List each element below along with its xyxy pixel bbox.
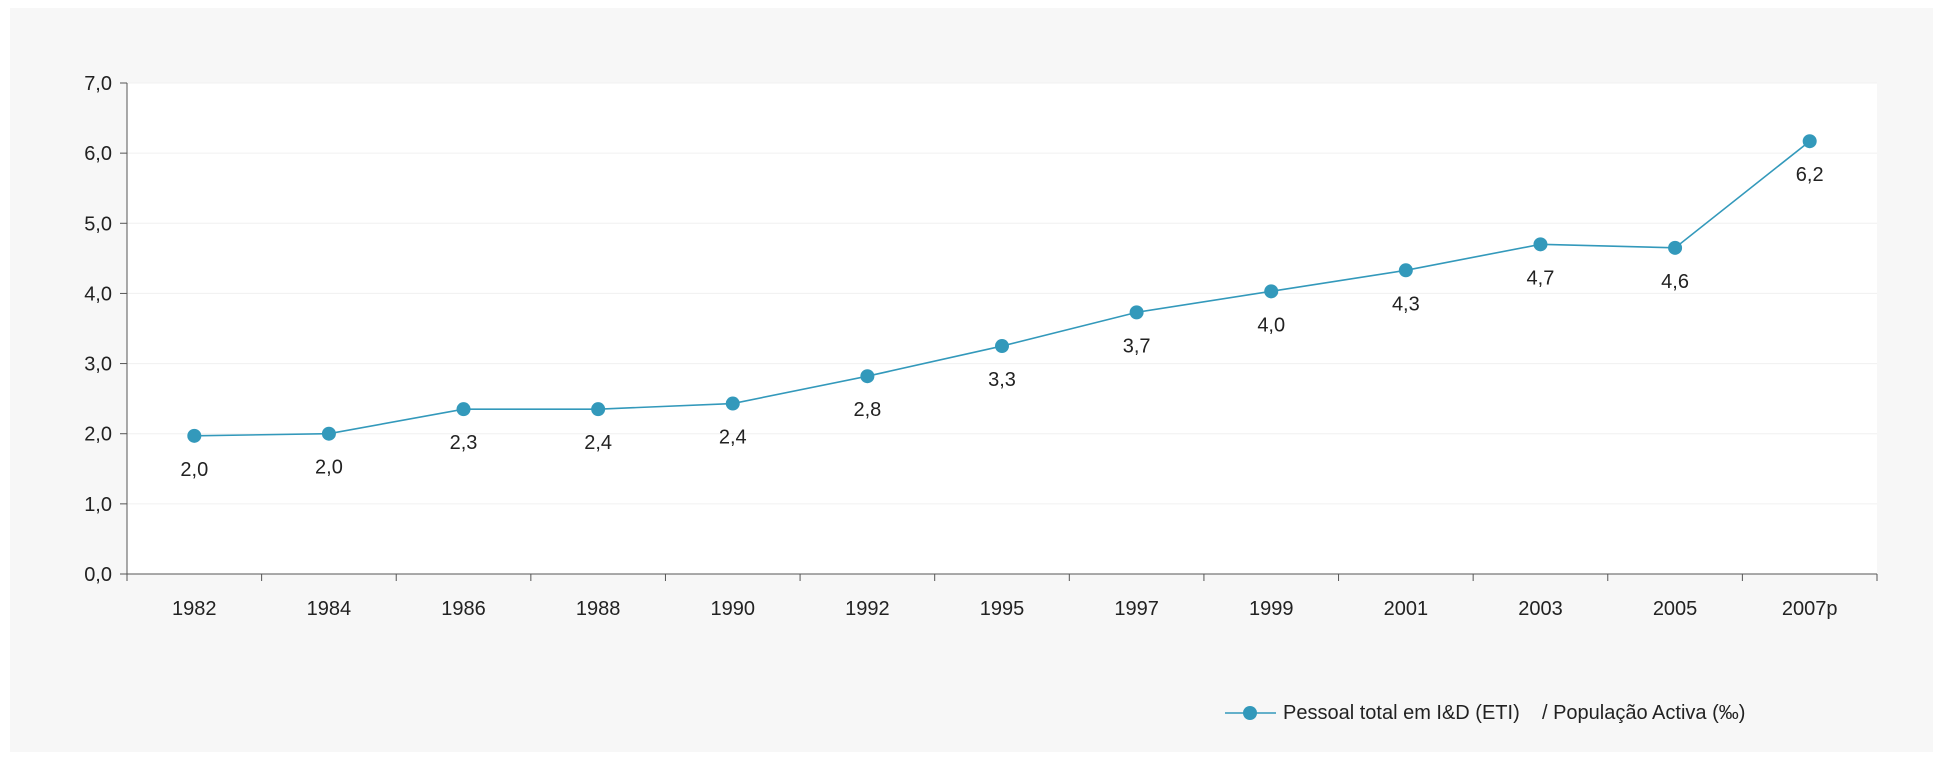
data-label: 4,3 (1392, 293, 1420, 315)
x-tick-label: 2001 (1384, 598, 1429, 620)
data-label: 2,4 (584, 432, 612, 454)
plot-area (127, 83, 1877, 574)
x-tick-label: 1992 (845, 598, 890, 620)
y-tick-label: 3,0 (84, 354, 112, 376)
data-labels: 2,0 2,0 2,3 2,4 2,4 2,8 3,3 3,7 4,0 4,3 4,7 4,6 6,2 (180, 164, 1823, 481)
x-tick-label: 1986 (441, 598, 486, 620)
data-series (187, 134, 1817, 443)
data-label: 2,8 (853, 399, 881, 421)
data-label: 2,3 (450, 432, 478, 454)
x-tick-label: 1988 (576, 598, 621, 620)
x-tick-label: 2003 (1518, 598, 1563, 620)
y-tick-label: 6,0 (84, 143, 112, 165)
data-point (1668, 240, 1683, 255)
data-label: 2,4 (719, 427, 747, 449)
data-label: 2,0 (315, 457, 343, 479)
x-tick-label: 1995 (980, 598, 1025, 620)
x-tick-label: 1984 (307, 598, 352, 620)
data-point (321, 426, 336, 441)
data-point (995, 339, 1009, 354)
data-label: 4,0 (1257, 314, 1285, 336)
data-point (860, 369, 875, 384)
data-point (1129, 305, 1144, 320)
y-tick-label: 2,0 (84, 424, 112, 446)
x-tick-label: 1982 (172, 598, 217, 620)
data-point (1398, 263, 1413, 278)
data-label: 6,2 (1796, 164, 1824, 186)
data-label: 4,6 (1661, 271, 1689, 293)
legend-point-marker (1243, 706, 1257, 720)
x-tick-label: 1990 (711, 598, 756, 620)
y-tick-label: 1,0 (84, 494, 112, 516)
data-point (187, 428, 202, 443)
x-tick-label: 2007p (1782, 598, 1838, 620)
x-tick-label: 1997 (1114, 598, 1159, 620)
data-point (591, 402, 606, 417)
legend: Pessoal total em I&D (ETI) / População A… (1225, 702, 1745, 724)
data-point (1533, 237, 1548, 252)
gridlines (127, 82, 1877, 505)
axes: 0,0 1,0 2,0 3,0 4,0 5,0 6,0 7,0 1982 1984 1986 1988… (84, 73, 1878, 620)
x-tick-label: 2005 (1653, 598, 1698, 620)
y-tick-label: 0,0 (84, 564, 112, 586)
legend-label: Pessoal total em I&D (ETI) / População A… (1283, 702, 1745, 724)
data-label: 3,7 (1123, 335, 1151, 357)
y-tick-label: 5,0 (84, 213, 112, 235)
y-tick-label: 4,0 (84, 283, 112, 305)
y-tick-label: 7,0 (84, 73, 112, 95)
x-tick-label: 1999 (1249, 598, 1294, 620)
data-label: 3,3 (988, 369, 1016, 391)
data-label: 4,7 (1527, 267, 1555, 289)
data-point (456, 402, 471, 417)
data-point (725, 396, 740, 411)
data-point (1264, 284, 1279, 299)
data-point (1802, 134, 1817, 149)
data-label: 2,0 (180, 459, 208, 481)
